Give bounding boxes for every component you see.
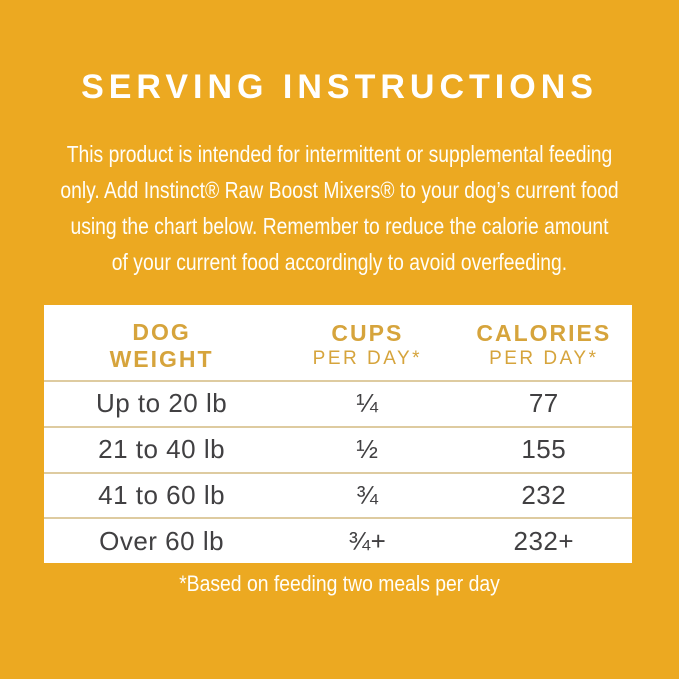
- cups-value: ¾+: [348, 525, 387, 556]
- intro-paragraph: This product is intended for intermitten…: [54, 136, 624, 280]
- weight-value: Up to 20 lb: [95, 388, 228, 419]
- footnote: *Based on feeding two meals per day: [179, 571, 500, 596]
- weight-value: 41 to 60 lb: [98, 479, 226, 510]
- header-cups-line1: CUPS: [331, 320, 404, 346]
- header-cell-cups: CUPS PER DAY*: [279, 320, 455, 371]
- intro-line: using the chart below. Remember to reduc…: [70, 213, 609, 239]
- table-row: Up to 20 lb ¼ 77: [44, 380, 632, 426]
- cups-value: ¾: [356, 479, 379, 510]
- page-title: SERVING INSTRUCTIONS: [81, 68, 598, 106]
- table-row: 21 to 40 lb ½ 155: [44, 425, 632, 472]
- feeding-table: DOG WEIGHT CUPS PER DAY* CALORIES PER DA…: [44, 305, 632, 563]
- header-dog-weight-line1: DOG: [132, 318, 191, 345]
- header-cell-calories: CALORIES PER DAY*: [456, 320, 632, 371]
- weight-value: Over 60 lb: [99, 525, 225, 556]
- calories-value: 232: [521, 479, 567, 510]
- calories-value: 77: [528, 388, 559, 419]
- table-row: Over 60 lb ¾+ 232+: [44, 517, 632, 563]
- table-header-row: DOG WEIGHT CUPS PER DAY* CALORIES PER DA…: [44, 305, 632, 380]
- calories-value: 155: [521, 434, 567, 465]
- cups-value: ¼: [356, 388, 379, 419]
- intro-line: only. Add Instinct® Raw Boost Mixers® to…: [60, 177, 619, 203]
- header-dog-weight-line2: WEIGHT: [109, 345, 214, 372]
- weight-value: 21 to 40 lb: [98, 434, 226, 465]
- header-calories-line2: PER DAY*: [489, 348, 599, 369]
- header-calories-line1: CALORIES: [476, 320, 612, 346]
- header-cell-dog-weight: DOG WEIGHT: [44, 319, 279, 373]
- table-row: 41 to 60 lb ¾ 232: [44, 471, 632, 518]
- header-cups-line2: PER DAY*: [312, 348, 423, 369]
- intro-line: of your current food accordingly to avoi…: [111, 249, 568, 275]
- intro-line: This product is intended for intermitten…: [66, 141, 613, 167]
- cups-value: ½: [356, 434, 379, 465]
- calories-value: 232+: [513, 525, 575, 556]
